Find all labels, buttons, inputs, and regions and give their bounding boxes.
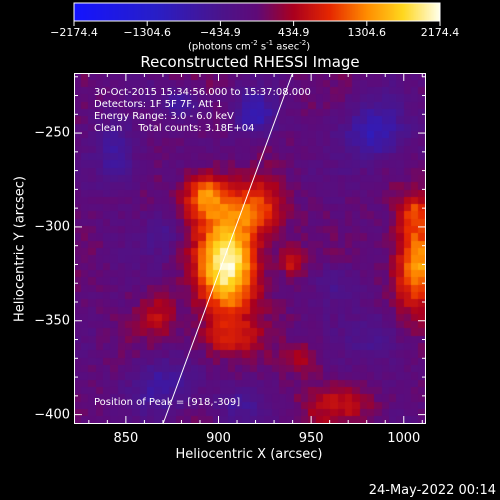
x-tick-label: 950 [298,431,324,446]
colorbar-gradient [74,3,440,21]
colorbar-tick-label: 1304.6 [347,26,387,39]
colorbar-tick-label: −2174.4 [50,26,98,39]
heatmap-image [74,73,426,424]
image-title: Reconstructed RHESSI Image [140,53,360,71]
info-peak-position: Position of Peak = [918,-309] [94,397,241,408]
y-tick-label: −400 [34,407,70,423]
colorbar [73,2,441,26]
y-tick-label: −300 [34,219,70,235]
info-clean-counts: Clean Total counts: 3.18E+04 [94,123,255,134]
colorbar-axis [73,2,441,26]
x-tick-label: 900 [206,431,231,446]
x-axis-label: Heliocentric X (arcsec) [175,447,323,462]
colorbar-units: (photons cm-2 s-1 asec-2) [188,39,311,53]
footer-date: 24-May-2022 00:14 [368,483,496,498]
info-detectors: Detectors: 1F 5F 7F, Att 1 [94,99,223,110]
x-tick-label: 1000 [387,431,421,446]
y-axis-label: Heliocentric Y (arcsec) [12,176,28,322]
colorbar-tick-label: −434.9 [200,26,241,39]
solar-limb-line [162,72,294,425]
colorbar-tick-label: 2174.4 [420,26,460,39]
colorbar-tick-label: 434.9 [277,26,310,39]
y-tick-label: −250 [34,125,70,141]
info-energy-range: Energy Range: 3.0 - 6.0 keV [94,111,234,122]
heatmap-plot [74,72,426,425]
y-tick-label: −350 [34,313,70,329]
info-time-range: 30-Oct-2015 15:34:56.000 to 15:37:08.000 [94,87,311,98]
plot-frame [74,73,426,424]
plot-overlay [74,72,426,425]
x-tick-label: 850 [113,431,139,446]
colorbar-tick-label: −1304.6 [123,26,172,39]
